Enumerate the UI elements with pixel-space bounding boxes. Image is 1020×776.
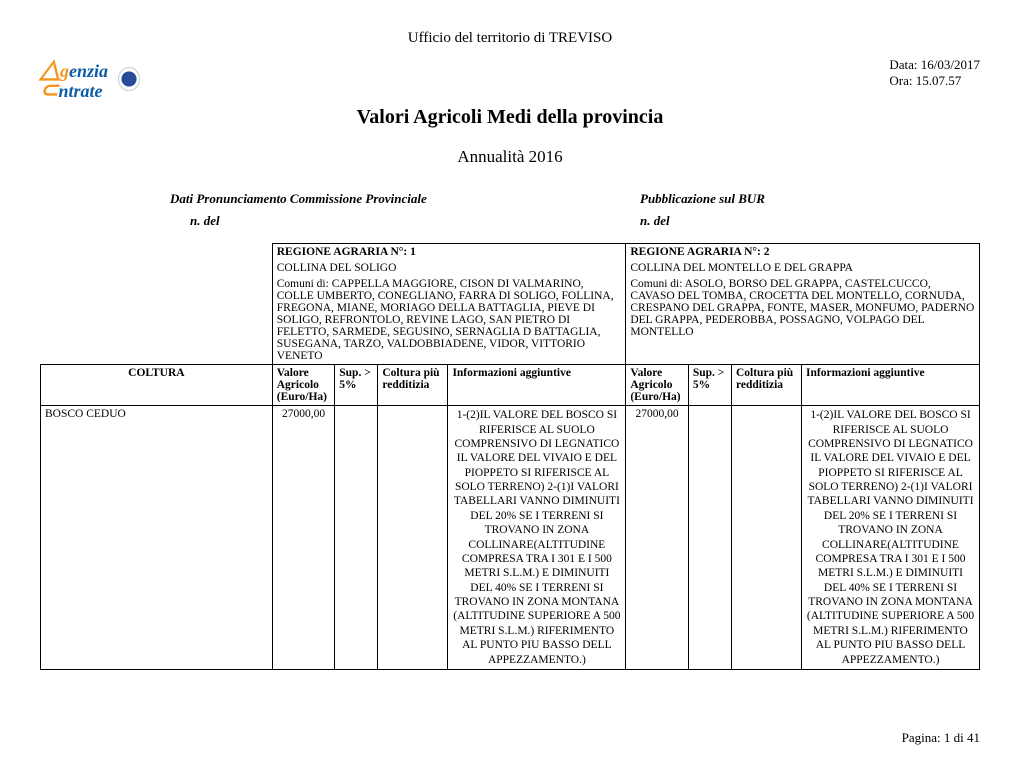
data-row-1: BOSCO CEDUO 27000,00 1-(2)IL VALORE DEL … [41, 406, 980, 670]
time-label: Ora: 15.07.57 [889, 73, 980, 89]
cell-coltpiu-r2 [731, 406, 801, 670]
region2-name: COLLINA DEL MONTELLO E DEL GRAPPA [626, 260, 980, 276]
col-valore-r1: Valore Agricolo (Euro/Ha) [272, 365, 335, 406]
col-coltpiu-r2: Coltura più redditizia [731, 365, 801, 406]
col-sup-r1: Sup. > 5% [335, 365, 378, 406]
col-info-r2: Informazioni aggiuntive [802, 365, 980, 406]
col-coltpiu-r1: Coltura più redditizia [378, 365, 448, 406]
col-info-r1: Informazioni aggiuntive [448, 365, 626, 406]
cell-val-r2: 27000,00 [626, 406, 689, 670]
cell-sup-r1 [335, 406, 378, 670]
region1-name: COLLINA DEL SOLIGO [272, 260, 626, 276]
col-valore-r2: Valore Agricolo (Euro/Ha) [626, 365, 689, 406]
cell-info-r2: 1-(2)IL VALORE DEL BOSCO SI RIFERISCE AL… [802, 406, 980, 670]
pub-label: Pubblicazione sul BUR [640, 191, 765, 207]
cell-info-r1: 1-(2)IL VALORE DEL BOSCO SI RIFERISCE AL… [448, 406, 626, 670]
meta-row-1: Dati Pronunciamento Commissione Provinci… [40, 191, 980, 207]
office-header: Ufficio del territorio di TREVISO [40, 30, 980, 47]
logo-date-row: △genzia ⊂ntrate Data: 16/03/2017 Ora: 15… [40, 57, 980, 100]
cell-sup-r2 [688, 406, 731, 670]
state-emblem-icon [118, 67, 140, 91]
page-subtitle: Annualità 2016 [40, 147, 980, 167]
region2-title: REGIONE AGRARIA N°: 2 [626, 244, 980, 261]
ndel-left: n. del [190, 213, 640, 229]
main-table: REGIONE AGRARIA N°: 1 REGIONE AGRARIA N°… [40, 243, 980, 670]
cell-val-r1: 27000,00 [272, 406, 335, 670]
page-footer: Pagina: 1 di 41 [40, 730, 980, 746]
dati-label: Dati Pronunciamento Commissione Provinci… [170, 191, 640, 207]
date-time-block: Data: 16/03/2017 Ora: 15.07.57 [889, 57, 980, 89]
logo-text: △genzia ⊂ntrate [40, 57, 108, 100]
region1-comuni: Comuni di: CAPPELLA MAGGIORE, CISON DI V… [272, 276, 626, 365]
column-header-row: COLTURA Valore Agricolo (Euro/Ha) Sup. >… [41, 365, 980, 406]
page-title: Valori Agricoli Medi della provincia [40, 106, 980, 129]
col-sup-r2: Sup. > 5% [688, 365, 731, 406]
region-title-row: REGIONE AGRARIA N°: 1 REGIONE AGRARIA N°… [41, 244, 980, 261]
region2-comuni: Comuni di: ASOLO, BORSO DEL GRAPPA, CAST… [626, 276, 980, 365]
ndel-right: n. del [640, 213, 670, 229]
meta-row-2: n. del n. del [40, 213, 980, 229]
region1-title: REGIONE AGRARIA N°: 1 [272, 244, 626, 261]
cell-coltura: BOSCO CEDUO [41, 406, 273, 670]
logo: △genzia ⊂ntrate [40, 57, 140, 100]
date-label: Data: 16/03/2017 [889, 57, 980, 73]
cell-coltpiu-r1 [378, 406, 448, 670]
col-coltura: COLTURA [41, 365, 273, 406]
